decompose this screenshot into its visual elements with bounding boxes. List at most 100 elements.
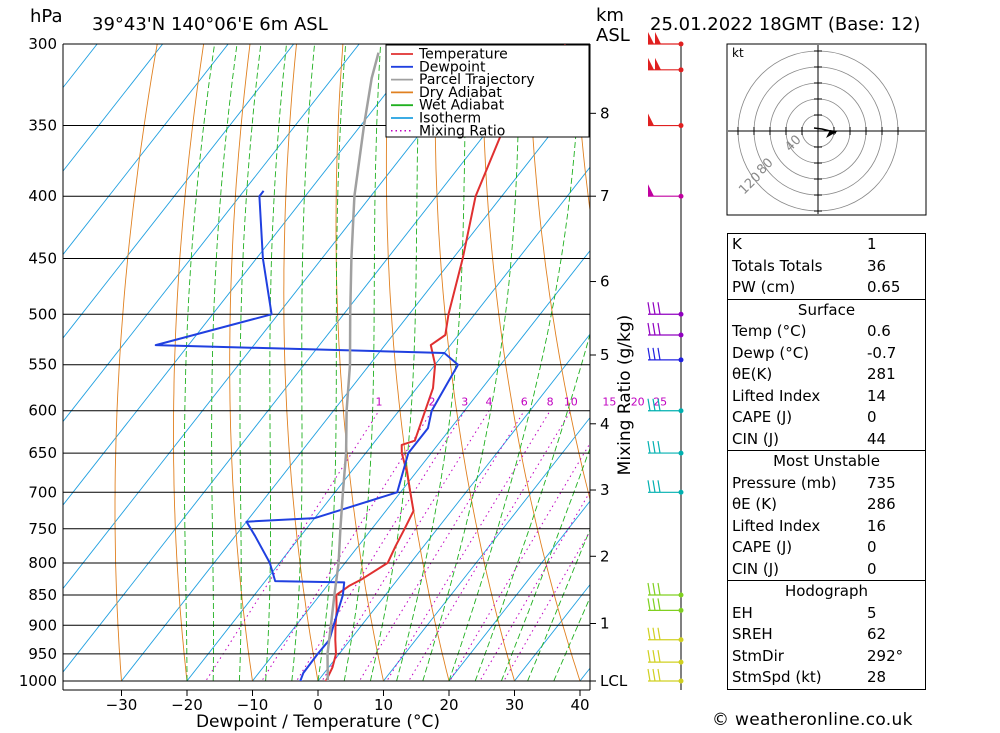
temperature-tick-label: 40 (570, 696, 589, 714)
pressure-unit-label: hPa (30, 6, 62, 27)
wind-barb-feather (657, 398, 661, 411)
wind-barb-dot (678, 41, 684, 47)
wind-barb-flag (655, 57, 661, 70)
surface-title: Surface (797, 300, 856, 319)
index-value: 16 (867, 516, 887, 535)
index-label: PW (cm) (732, 278, 796, 296)
index-row: CIN (J) 0 (728, 559, 925, 581)
index-value: 1 (867, 235, 877, 253)
wind-barb-feather (647, 668, 651, 682)
index-row: StmSpd (kt) 28 (728, 667, 925, 689)
legend-label: Wet Adiabat (419, 98, 505, 114)
index-label: K (732, 235, 742, 253)
dry-adiabat-line (114, 44, 158, 681)
wind-barb-flag (648, 184, 654, 197)
credit-link[interactable]: © weatheronline.co.uk (712, 710, 913, 730)
index-label: θE (K) (732, 495, 777, 513)
index-value: 735 (867, 473, 896, 492)
isotherm-line (63, 44, 426, 506)
height-tick-label: 6 (600, 273, 610, 291)
index-row: Lifted Index 16 (728, 516, 925, 538)
hodograph-title: Hodograph (784, 582, 869, 600)
dry-adiabat-line (283, 44, 319, 681)
dry-adiabat-line (335, 44, 384, 681)
pressure-tick-labels: 300 350 400 450 500 550 600 650 700 750 800 850 900 9… (19, 35, 57, 690)
index-label: CAPE (J) (732, 538, 793, 556)
wind-barb-feather (657, 347, 661, 360)
wind-barb-feather (652, 440, 656, 454)
height-tick-labels: 8 7 6 5 4 3 2 1 LCL (590, 104, 628, 690)
height-tick-label: LCL (600, 672, 628, 690)
index-value: 0.6 (867, 322, 891, 340)
km-label: km (596, 5, 624, 26)
wind-barb-feather (657, 302, 661, 315)
wind-barbs (647, 32, 684, 690)
wind-barb-flag (648, 32, 654, 44)
wind-barb-feather (657, 440, 661, 454)
wind-barb-feather (652, 650, 656, 663)
wind-barb-feather (652, 480, 656, 493)
pressure-tick-label: 600 (28, 402, 57, 420)
wind-barb-feather (652, 302, 656, 315)
most-unstable-indices: Most Unstable Pressure (mb) 735 θE (K) 286 L… (727, 451, 926, 581)
pressure-tick-label: 1000 (19, 672, 57, 690)
dry-adiabat-line (434, 44, 515, 681)
pressure-tick-label: 900 (28, 616, 57, 634)
mixing-ratio-label: 10 (564, 396, 578, 409)
temperature-tick-label: 0 (313, 696, 323, 714)
index-label: Totals Totals (732, 256, 823, 275)
dry-adiabat-line (574, 44, 590, 214)
index-value: 0 (867, 559, 877, 578)
wind-barb-dot (678, 332, 684, 338)
index-value: 286 (867, 495, 896, 513)
wind-barb-feather (647, 398, 651, 411)
index-value: 62 (867, 625, 887, 643)
wind-barb-feather (647, 582, 651, 596)
wind-barb-dot (678, 357, 684, 363)
wind-barb-dot (678, 678, 684, 684)
pressure-tick-label: 550 (28, 356, 57, 374)
wet-adiabat-line (211, 44, 238, 681)
mixing-ratio-label: 3 (461, 396, 468, 409)
index-row: Dewp (°C) -0.7 (728, 343, 925, 365)
wind-barb-dot (678, 592, 684, 598)
wind-barb-flag (648, 113, 654, 126)
temperature-tick-label: 30 (505, 696, 524, 714)
wind-barb-dot (678, 450, 684, 456)
wind-barb-feather (647, 650, 651, 663)
dewpoint-profile-line (154, 190, 459, 681)
wind-barb-dot (678, 408, 684, 414)
index-value: 14 (867, 386, 887, 405)
index-label: Dewp (°C) (732, 343, 810, 362)
index-row: CIN (J) 44 (728, 429, 925, 451)
index-value: 28 (867, 668, 887, 686)
wind-barb-dot (678, 659, 684, 665)
mixing-ratio-label: 20 (631, 396, 645, 409)
wind-barb-feather (657, 650, 661, 663)
pressure-tick-label: 850 (28, 586, 57, 604)
index-label: CIN (J) (732, 429, 780, 448)
wind-barb-feather (647, 302, 651, 315)
wet-adiabat-line (291, 44, 316, 681)
dry-adiabat-line (528, 44, 590, 502)
index-row: Totals Totals 36 (728, 256, 925, 278)
legend-label: Dry Adiabat (419, 85, 502, 101)
temperature-tick-label: 20 (439, 696, 458, 714)
temperature-tick-label: −20 (171, 696, 203, 714)
asl-label: ASL (596, 25, 630, 46)
index-label: CIN (J) (732, 559, 780, 578)
index-label: EH (732, 603, 753, 622)
isotherm-line (63, 44, 164, 172)
isotherm-line (63, 44, 229, 256)
wind-barb-feather (657, 582, 661, 596)
pressure-tick-label: 650 (28, 444, 57, 462)
datetime-label: 25.01.2022 18GMT (Base: 12) (650, 14, 920, 35)
temperature-tick-label: 10 (374, 696, 393, 714)
wet-adiabat-line (553, 596, 590, 681)
most-unstable-title: Most Unstable (773, 452, 880, 470)
index-value: 44 (867, 429, 887, 448)
wind-barb-dot (678, 123, 684, 129)
index-value: 5 (867, 603, 877, 622)
index-value: 36 (867, 256, 887, 275)
